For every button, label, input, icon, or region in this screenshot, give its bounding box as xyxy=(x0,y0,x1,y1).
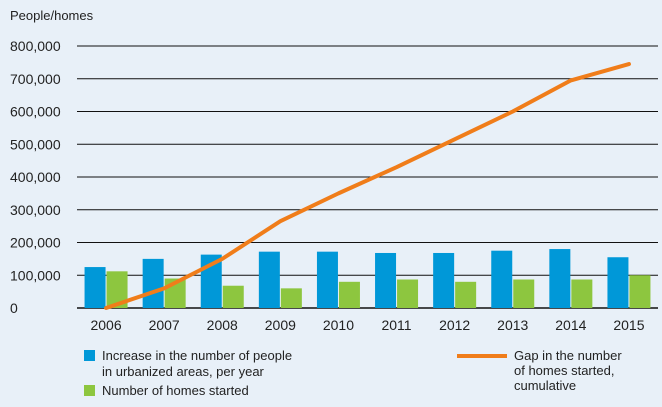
bar xyxy=(84,267,106,308)
y-tick-label: 200,000 xyxy=(10,235,61,251)
bar xyxy=(142,258,164,308)
gridlines xyxy=(77,45,658,309)
bar xyxy=(549,249,571,308)
x-tick-label: 2008 xyxy=(207,317,238,333)
bar xyxy=(629,275,651,308)
y-tick-label: 600,000 xyxy=(10,104,61,120)
legend-label-gap: cumulative xyxy=(514,378,576,393)
legend-label-homes: Number of homes started xyxy=(102,383,249,398)
cumulative-gap-line xyxy=(104,62,631,310)
x-tick-label: 2009 xyxy=(265,317,296,333)
bar xyxy=(491,250,513,308)
y-tick-label: 800,000 xyxy=(10,38,61,54)
bar xyxy=(433,252,455,308)
bar xyxy=(513,279,535,308)
bars xyxy=(84,249,651,308)
y-tick-label: 100,000 xyxy=(10,267,61,283)
bar xyxy=(106,271,128,308)
y-axis-label: People/homes xyxy=(10,8,94,23)
y-tick-label: 0 xyxy=(10,300,18,316)
x-tick-label: 2013 xyxy=(497,317,528,333)
legend-swatch-homes xyxy=(84,385,95,396)
y-tick-label: 300,000 xyxy=(10,202,61,218)
x-tick-label: 2015 xyxy=(613,317,644,333)
x-tick-label: 2007 xyxy=(149,317,180,333)
y-tick-label: 400,000 xyxy=(10,169,61,185)
bar xyxy=(571,279,593,308)
legend-label-people: in urbanized areas, per year xyxy=(102,364,265,379)
line-series xyxy=(104,62,631,310)
x-tick-label: 2012 xyxy=(439,317,470,333)
legend-label-people: Increase in the number of people xyxy=(102,348,292,363)
x-tick-label: 2011 xyxy=(381,317,411,333)
bar xyxy=(607,257,629,308)
x-axis-ticks: 2006 2007 2008 2009 2010 2011 2012 2013 2014 2015 xyxy=(90,317,644,333)
bar xyxy=(258,251,280,308)
x-tick-label: 2006 xyxy=(90,317,121,333)
bar xyxy=(280,288,302,308)
y-axis-ticks: 0 100,000 200,000 300,000 400,000 500,000 600,… xyxy=(10,38,61,316)
x-tick-label: 2010 xyxy=(323,317,354,333)
legend-swatch-people xyxy=(84,350,95,361)
bar xyxy=(455,281,477,308)
bar xyxy=(338,281,360,308)
bar xyxy=(397,279,419,308)
y-tick-label: 700,000 xyxy=(10,71,61,87)
legend-label-gap: Gap in the number xyxy=(514,348,622,363)
y-tick-label: 500,000 xyxy=(10,136,61,152)
x-tick-label: 2014 xyxy=(555,317,586,333)
legend-label-gap: of homes started, xyxy=(514,363,614,378)
bar xyxy=(375,252,397,308)
bar xyxy=(316,251,338,308)
bar xyxy=(222,285,244,308)
